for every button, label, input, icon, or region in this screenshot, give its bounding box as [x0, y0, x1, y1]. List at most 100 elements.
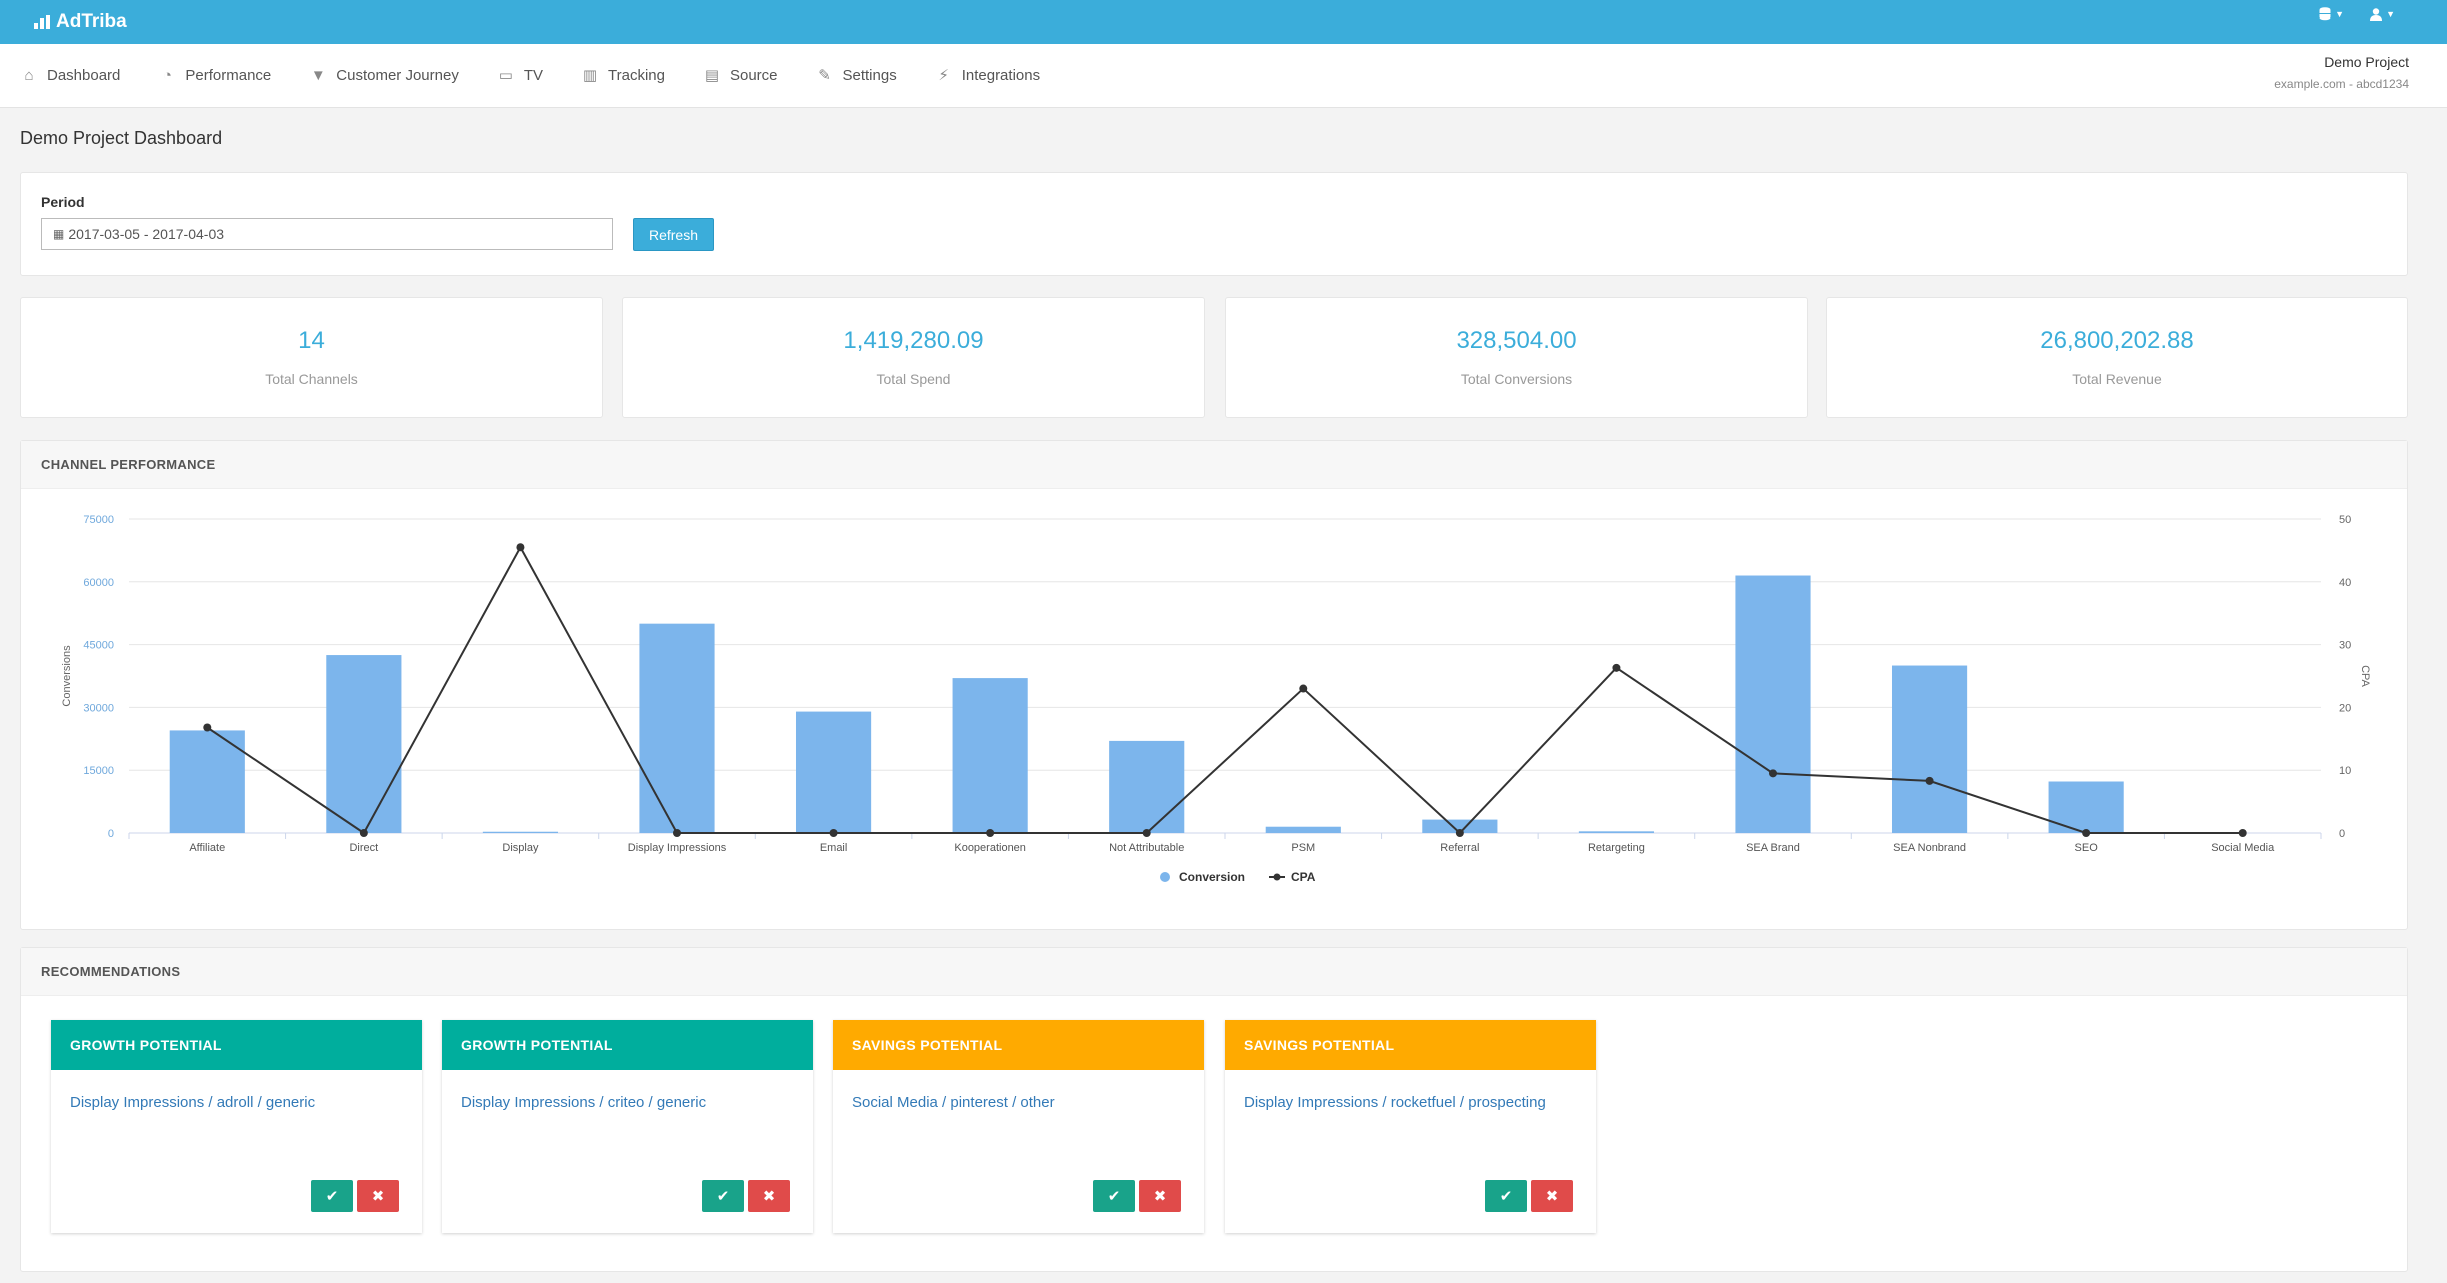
point-cpa — [203, 723, 212, 732]
stat-value: 26,800,202.88 — [2040, 327, 2194, 354]
source-card-icon: ▤ — [704, 67, 720, 84]
bar-conversion — [326, 655, 402, 833]
wrench-icon: ✎ — [818, 67, 831, 84]
database-dropdown[interactable]: ▼ — [2319, 7, 2344, 21]
nav-item-source[interactable]: ▤ Source — [703, 66, 778, 85]
point-cpa — [2238, 829, 2247, 837]
channel-performance-chart: 0 15000 30000 45000 60000 75000 0 10 20 30 40 50 Con… — [61, 514, 2371, 884]
calendar-icon: ▦ — [53, 227, 65, 241]
y2-tick-label: 20 — [2339, 702, 2351, 714]
nav-item-settings[interactable]: ✎ Settings — [816, 66, 897, 85]
recommendation-card: SAVINGS POTENTIAL Display Impressions / … — [1225, 1020, 1596, 1233]
period-label: Period — [41, 194, 85, 210]
y-tick-label: 30000 — [83, 702, 114, 714]
accept-button[interactable]: ✔ — [1485, 1180, 1527, 1212]
x-tick-label: Direct — [349, 842, 378, 854]
point-cpa — [359, 829, 368, 837]
period-value: 2017-03-05 - 2017-04-03 — [68, 226, 225, 242]
reject-button[interactable]: ✖ — [748, 1180, 790, 1212]
panel-header: RECOMMENDATIONS — [21, 948, 2407, 996]
filter-icon: ▼ — [310, 66, 326, 84]
nav-bar: ⌂ Dashboard ◔ Performance ▼ Customer Journey ▭… — [0, 44, 2447, 108]
accept-button[interactable]: ✔ — [311, 1180, 353, 1212]
stat-total-conversions: 328,504.00 Total Conversions — [1225, 297, 1808, 418]
close-icon: ✖ — [1153, 1188, 1167, 1205]
recommendation-link[interactable]: Social Media / pinterest / other — [852, 1094, 1055, 1111]
stat-label: Total Revenue — [2072, 371, 2162, 387]
check-icon: ✔ — [325, 1188, 339, 1205]
recommendation-link[interactable]: Display Impressions / rocketfuel / prosp… — [1244, 1094, 1546, 1111]
x-tick-label: Display Impressions — [628, 842, 727, 854]
point-cpa — [1299, 684, 1308, 693]
close-icon: ✖ — [371, 1188, 385, 1205]
dashboard-gauge-icon: ◔ — [162, 66, 172, 84]
nav-item-label: TV — [523, 66, 543, 84]
legend-cpa-marker — [1273, 873, 1281, 881]
nav-item-tracking[interactable]: ▥ Tracking — [581, 66, 665, 85]
y-axis-label: Conversions — [61, 645, 73, 707]
x-tick-label: Not Attributable — [1109, 842, 1184, 854]
project-name: Demo Project — [2324, 54, 2409, 70]
bar-conversion — [639, 623, 715, 833]
point-cpa — [1612, 663, 1621, 672]
recommendation-card: GROWTH POTENTIAL Display Impressions / a… — [51, 1020, 422, 1233]
nav-item-label: Tracking — [608, 66, 665, 84]
close-icon: ✖ — [762, 1188, 776, 1205]
nav-item-customer-journey[interactable]: ▼ Customer Journey — [309, 67, 459, 84]
point-cpa — [1769, 769, 1777, 778]
recommendation-link[interactable]: Display Impressions / criteo / generic — [461, 1094, 707, 1111]
point-cpa — [1455, 829, 1464, 837]
nav-item-label: Source — [729, 66, 778, 84]
database-icon — [2319, 7, 2331, 21]
point-cpa — [1925, 776, 1934, 785]
nav-item-label: Customer Journey — [336, 66, 459, 84]
refresh-button[interactable]: Refresh — [633, 218, 714, 251]
point-cpa — [2082, 829, 2091, 837]
tv-icon: ▭ — [498, 67, 513, 84]
reject-button[interactable]: ✖ — [357, 1180, 399, 1212]
x-tick-label: Affiliate — [189, 842, 225, 854]
point-cpa — [829, 829, 838, 837]
channel-performance-panel: CHANNEL PERFORMANCE 0 15000 30000 45000 6000… — [20, 440, 2408, 930]
panel-header: CHANNEL PERFORMANCE — [21, 441, 2407, 489]
y2-tick-label: 0 — [2339, 828, 2345, 840]
nav-item-performance[interactable]: ◔ Performance — [158, 67, 271, 84]
chevron-down-icon: ▼ — [2335, 9, 2345, 19]
point-cpa — [1142, 829, 1151, 837]
x-tick-label: Referral — [1440, 842, 1479, 854]
reject-button[interactable]: ✖ — [1139, 1180, 1181, 1212]
main-nav: ⌂ Dashboard ◔ Performance ▼ Customer Journey ▭… — [20, 66, 1078, 85]
user-dropdown[interactable]: ▼ — [2370, 7, 2395, 21]
period-date-range-input[interactable]: ▦ 2017-03-05 - 2017-04-03 — [41, 218, 613, 250]
y-tick-label: 0 — [108, 828, 114, 840]
stat-value: 14 — [298, 327, 325, 354]
chevron-down-icon: ▼ — [2386, 9, 2395, 19]
recommendation-type: SAVINGS POTENTIAL — [1225, 1020, 1596, 1070]
point-cpa — [986, 829, 995, 837]
bar-conversion — [795, 711, 872, 833]
stat-label: Total Spend — [876, 371, 951, 387]
x-tick-label: Display — [502, 842, 539, 854]
brand-logo[interactable]: AdTriba — [34, 8, 127, 36]
x-tick-label: Retargeting — [1588, 842, 1645, 854]
reject-button[interactable]: ✖ — [1531, 1180, 1573, 1212]
stat-value: 1,419,280.09 — [843, 327, 984, 354]
legend-conversion-marker — [1160, 872, 1170, 882]
recommendation-card: SAVINGS POTENTIAL Social Media / pintere… — [833, 1020, 1204, 1233]
recommendation-link[interactable]: Display Impressions / adroll / generic — [70, 1094, 316, 1111]
check-icon: ✔ — [716, 1188, 730, 1205]
recommendation-card: GROWTH POTENTIAL Display Impressions / c… — [442, 1020, 813, 1233]
nav-item-dashboard[interactable]: ⌂ Dashboard — [20, 67, 120, 84]
project-subtitle: example.com - abcd1234 — [2274, 77, 2409, 91]
nav-item-tv[interactable]: ▭ TV — [497, 66, 543, 85]
nav-item-integrations[interactable]: ⚡ Integrations — [935, 66, 1041, 85]
page-title: Demo Project Dashboard — [20, 128, 223, 148]
bar-chart-icon — [34, 15, 50, 29]
accept-button[interactable]: ✔ — [702, 1180, 744, 1212]
user-icon — [2370, 7, 2383, 21]
y2-axis-label: CPA — [2359, 665, 2371, 687]
accept-button[interactable]: ✔ — [1093, 1180, 1135, 1212]
nav-item-label: Integrations — [961, 66, 1041, 84]
bar-conversion — [1422, 819, 1498, 833]
x-tick-label: PSM — [1291, 842, 1315, 854]
